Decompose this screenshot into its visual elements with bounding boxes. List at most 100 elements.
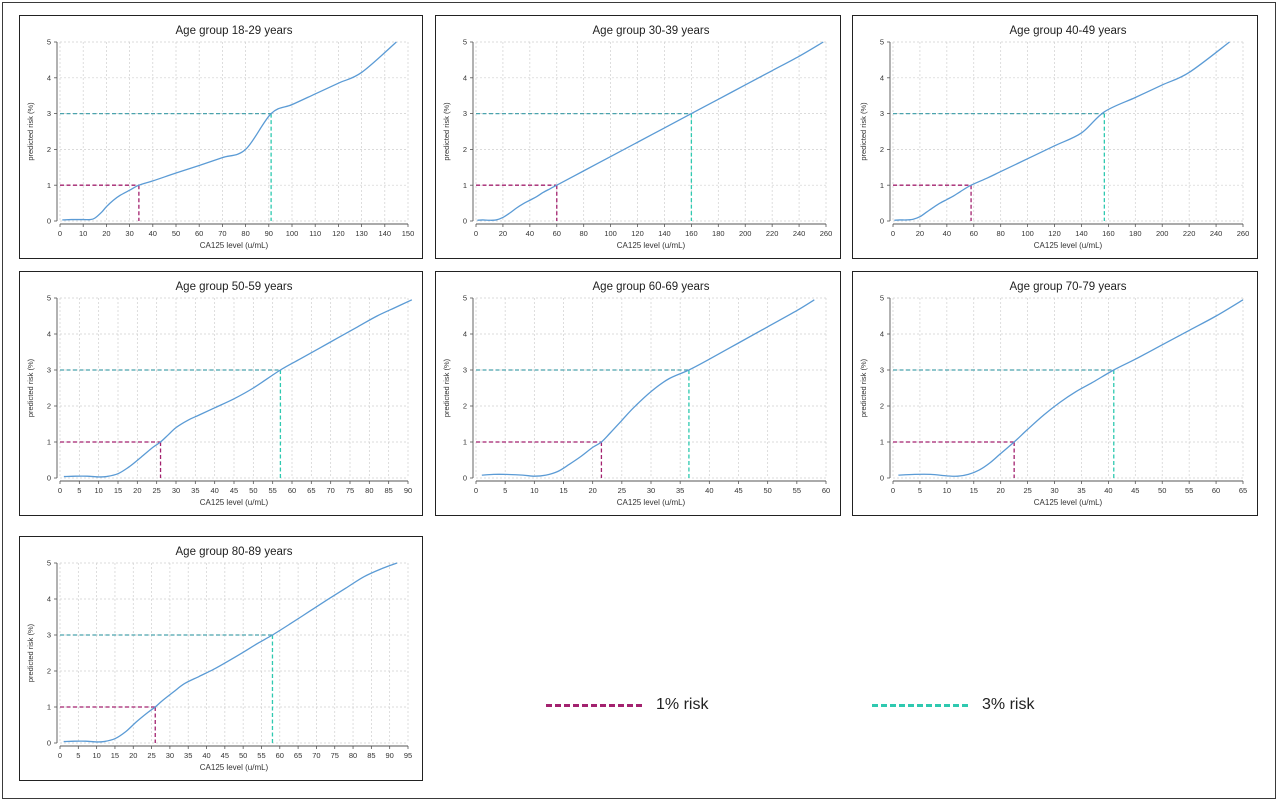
y-tick-label: 5 <box>47 294 51 303</box>
x-tick-label: 60 <box>276 751 284 760</box>
x-tick-label: 20 <box>129 751 137 760</box>
chart-title: Age group 80-89 years <box>176 546 293 558</box>
x-tick-label: 140 <box>658 229 671 238</box>
y-tick-label: 3 <box>880 366 884 375</box>
x-tick-label: 85 <box>384 486 392 495</box>
x-tick-label: 35 <box>191 486 199 495</box>
x-tick-label: 80 <box>241 229 249 238</box>
y-tick-label: 1 <box>880 181 884 190</box>
x-tick-label: 60 <box>553 229 561 238</box>
x-tick-label: 85 <box>367 751 375 760</box>
y-tick-label: 3 <box>47 366 51 375</box>
x-tick-label: 120 <box>631 229 644 238</box>
x-tick-label: 65 <box>307 486 315 495</box>
x-tick-label: 80 <box>365 486 373 495</box>
x-tick-label: 260 <box>1237 229 1250 238</box>
y-tick-label: 3 <box>47 109 51 118</box>
x-tick-label: 55 <box>257 751 265 760</box>
y-tick-label: 5 <box>47 38 51 47</box>
x-tick-label: 20 <box>997 486 1005 495</box>
x-tick-label: 80 <box>580 229 588 238</box>
x-tick-label: 180 <box>1129 229 1142 238</box>
y-tick-label: 5 <box>47 559 51 568</box>
x-axis-title: CA125 level (u/mL) <box>200 241 269 250</box>
x-tick-label: 60 <box>288 486 296 495</box>
x-tick-label: 45 <box>734 486 742 495</box>
y-tick-label: 2 <box>47 145 51 154</box>
x-tick-label: 50 <box>172 229 180 238</box>
chart-title: Age group 40-49 years <box>1010 25 1127 37</box>
x-axis-title: CA125 level (u/mL) <box>200 498 269 507</box>
x-axis-title: CA125 level (u/mL) <box>200 763 269 772</box>
x-tick-label: 180 <box>712 229 725 238</box>
x-axis-title: CA125 level (u/mL) <box>1034 241 1103 250</box>
risk-curve <box>894 41 1230 221</box>
x-tick-label: 45 <box>1131 486 1139 495</box>
x-tick-label: 25 <box>152 486 160 495</box>
x-tick-label: 5 <box>77 486 81 495</box>
x-tick-label: 60 <box>822 486 830 495</box>
y-axis-title: predicted risk (%) <box>26 623 35 682</box>
x-tick-label: 25 <box>618 486 626 495</box>
x-tick-label: 70 <box>218 229 226 238</box>
y-axis-title: predicted risk (%) <box>859 102 868 161</box>
x-tick-label: 60 <box>1212 486 1220 495</box>
x-tick-label: 15 <box>559 486 567 495</box>
x-tick-label: 25 <box>1023 486 1031 495</box>
x-tick-label: 0 <box>58 229 62 238</box>
x-tick-label: 60 <box>970 229 978 238</box>
y-tick-label: 3 <box>47 631 51 640</box>
chart-title: Age group 50-59 years <box>176 281 293 293</box>
x-tick-label: 15 <box>970 486 978 495</box>
x-tick-label: 55 <box>1185 486 1193 495</box>
x-tick-label: 40 <box>943 229 951 238</box>
risk-curve <box>477 41 824 221</box>
x-tick-label: 110 <box>309 229 321 238</box>
x-tick-label: 55 <box>793 486 801 495</box>
y-tick-label: 5 <box>880 294 884 303</box>
y-tick-label: 1 <box>463 181 467 190</box>
y-tick-label: 4 <box>880 73 884 82</box>
x-axis-title: CA125 level (u/mL) <box>1034 498 1103 507</box>
chart-panel-80-89: Age group 80-89 years 0 5 10 15 20 25 30 35 40 45 5… <box>19 536 423 781</box>
x-tick-label: 0 <box>58 751 62 760</box>
legend-label-1pct: 1% risk <box>656 696 709 713</box>
x-tick-label: 140 <box>1075 229 1088 238</box>
x-tick-label: 35 <box>184 751 192 760</box>
risk-curve <box>481 299 815 477</box>
chart-title: Age group 30-39 years <box>593 25 710 37</box>
legend-swatch-3pct <box>872 703 968 707</box>
y-tick-label: 5 <box>880 38 884 47</box>
y-tick-label: 5 <box>463 38 467 47</box>
x-tick-label: 15 <box>114 486 122 495</box>
x-tick-label: 100 <box>1021 229 1034 238</box>
x-tick-label: 20 <box>102 229 110 238</box>
y-tick-label: 1 <box>880 438 884 447</box>
y-tick-label: 2 <box>463 145 467 154</box>
risk-curve <box>898 299 1244 477</box>
y-tick-label: 4 <box>463 330 467 339</box>
x-tick-label: 25 <box>147 751 155 760</box>
x-tick-label: 140 <box>379 229 392 238</box>
chart-title: Age group 18-29 years <box>176 25 293 37</box>
x-tick-label: 40 <box>526 229 534 238</box>
x-tick-label: 20 <box>133 486 141 495</box>
x-tick-label: 10 <box>943 486 951 495</box>
x-tick-label: 70 <box>326 486 334 495</box>
x-tick-label: 220 <box>766 229 779 238</box>
y-tick-label: 4 <box>47 73 51 82</box>
legend-item-1pct: 1% risk <box>546 690 708 720</box>
y-tick-label: 3 <box>880 109 884 118</box>
chart-panel-60-69: Age group 60-69 years 0 5 10 15 20 25 30 35 40 45 5… <box>435 271 841 516</box>
y-tick-label: 2 <box>47 402 51 411</box>
x-tick-label: 10 <box>94 486 102 495</box>
y-axis-title: predicted risk (%) <box>26 102 35 161</box>
x-tick-label: 55 <box>268 486 276 495</box>
x-tick-label: 40 <box>202 751 210 760</box>
